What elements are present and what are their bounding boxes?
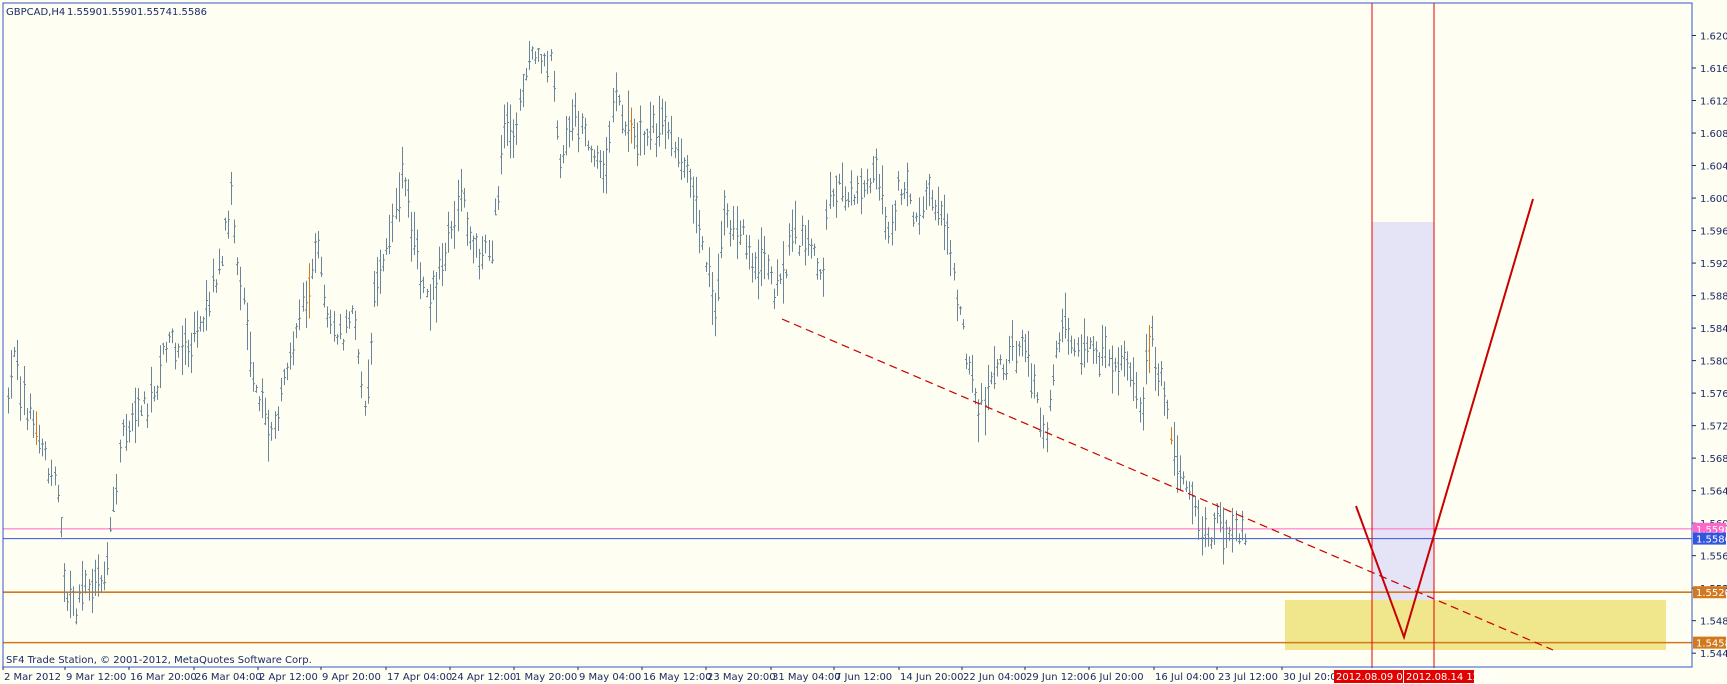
date-tag-2: 2012.08.14 12:00: [1406, 672, 1495, 683]
x-tick-label: 9 Apr 20:00: [322, 672, 381, 683]
horizontal-lines: [3, 528, 1692, 644]
y-tick-label: 1.5725: [1700, 422, 1727, 433]
price-tag-bg: [1693, 522, 1726, 535]
price-tag-label: 1.5598: [1696, 525, 1727, 536]
price-tag-bg: [1693, 636, 1726, 649]
x-tick-label: 14 Jun 20:00: [900, 672, 964, 683]
y-tick-label: 1.5445: [1700, 649, 1727, 660]
date-tags: 2012.08.09 08 2012.08.14 12:00: [1334, 670, 1495, 683]
x-tick-label: 9 Mar 12:00: [66, 672, 126, 683]
x-tick-label: 2 Mar 2012: [4, 672, 61, 683]
x-tick-label: 29 Jun 12:00: [1026, 672, 1090, 683]
price-tags: 1.55981.5586 1.5520 1.5458: [1693, 522, 1727, 650]
x-tick-label: 7 Jun 12:00: [835, 672, 892, 683]
y-tick-label: 1.5925: [1700, 259, 1727, 270]
symbol-label: GBPCAD,H4: [6, 7, 65, 18]
x-tick-label: 26 Mar 04:00: [195, 672, 262, 683]
x-tick-label: 24 Apr 12:00: [451, 672, 516, 683]
date-tag-1: 2012.08.09 08: [1336, 672, 1409, 683]
ohlc-open: 1.5590: [67, 7, 102, 18]
projection-rect: [1372, 222, 1434, 600]
x-tick-label: 16 May 12:00: [643, 672, 712, 683]
y-tick-label: 1.5565: [1700, 552, 1727, 563]
x-tick-label: 1 May 20:00: [515, 672, 577, 683]
y-tick-label: 1.6045: [1700, 162, 1727, 173]
y-tick-label: 1.6165: [1700, 64, 1727, 75]
price-tag-label: 1.5520: [1696, 588, 1727, 599]
header: GBPCAD,H4 1.5590 1.5590 1.5574 1.5586: [6, 7, 207, 18]
ohlc-low: 1.5574: [137, 7, 172, 18]
price-tag-label: 1.5458: [1696, 639, 1727, 650]
y-tick-label: 1.6005: [1700, 194, 1727, 205]
price-tag-label: 1.5586: [1696, 535, 1727, 546]
x-tick-label: 22 Jun 04:00: [963, 672, 1027, 683]
ohlc-close: 1.5586: [172, 7, 207, 18]
y-tick-label: 1.6125: [1700, 97, 1727, 108]
x-tick-label: 30 Jul 20:00: [1283, 672, 1343, 683]
price-tag-bg: [1693, 532, 1726, 545]
drawn-lines: [781, 3, 1554, 668]
y-tick-label: 1.5485: [1700, 617, 1727, 628]
y-tick-label: 1.5645: [1700, 487, 1727, 498]
chart-border: [2, 2, 1693, 668]
x-tick-label: 23 Jul 12:00: [1218, 672, 1278, 683]
date-tag-2-bg: [1404, 670, 1474, 683]
x-tick-label: 31 May 04:00: [772, 672, 841, 683]
ohlc-high: 1.5590: [102, 7, 137, 18]
y-tick-label: 1.5685: [1700, 454, 1727, 465]
projection-rect-fill: [1372, 222, 1434, 600]
x-tick-label: 23 May 20:00: [707, 672, 776, 683]
trendline-dashed: [781, 318, 1554, 651]
y-tick-label: 1.6085: [1700, 129, 1727, 140]
x-tick-label: 9 May 04:00: [579, 672, 641, 683]
x-tick-label: 16 Mar 20:00: [130, 672, 197, 683]
x-tick-label: 17 Apr 04:00: [387, 672, 452, 683]
x-tick-label: 6 Jul 20:00: [1090, 672, 1144, 683]
footer-copyright: SF4 Trade Station, © 2001-2012, MetaQuot…: [6, 655, 312, 666]
x-tick-label: 2 Apr 12:00: [259, 672, 318, 683]
y-tick-label: 1.5885: [1700, 292, 1727, 303]
support-zone: [1285, 600, 1666, 650]
y-tick-label: 1.5845: [1700, 324, 1727, 335]
y-tick-label: 1.6205: [1700, 32, 1727, 43]
y-tick-label: 1.5965: [1700, 227, 1727, 238]
price-tag-bg: [1693, 586, 1726, 599]
price-bars: [7, 40, 1247, 625]
y-tick-label: 1.5765: [1700, 389, 1727, 400]
y-tick-label: 1.5805: [1700, 357, 1727, 368]
date-tag-1-bg: [1334, 670, 1403, 683]
support-zone-rect: [1285, 600, 1666, 650]
x-tick-label: 16 Jul 04:00: [1155, 672, 1215, 683]
